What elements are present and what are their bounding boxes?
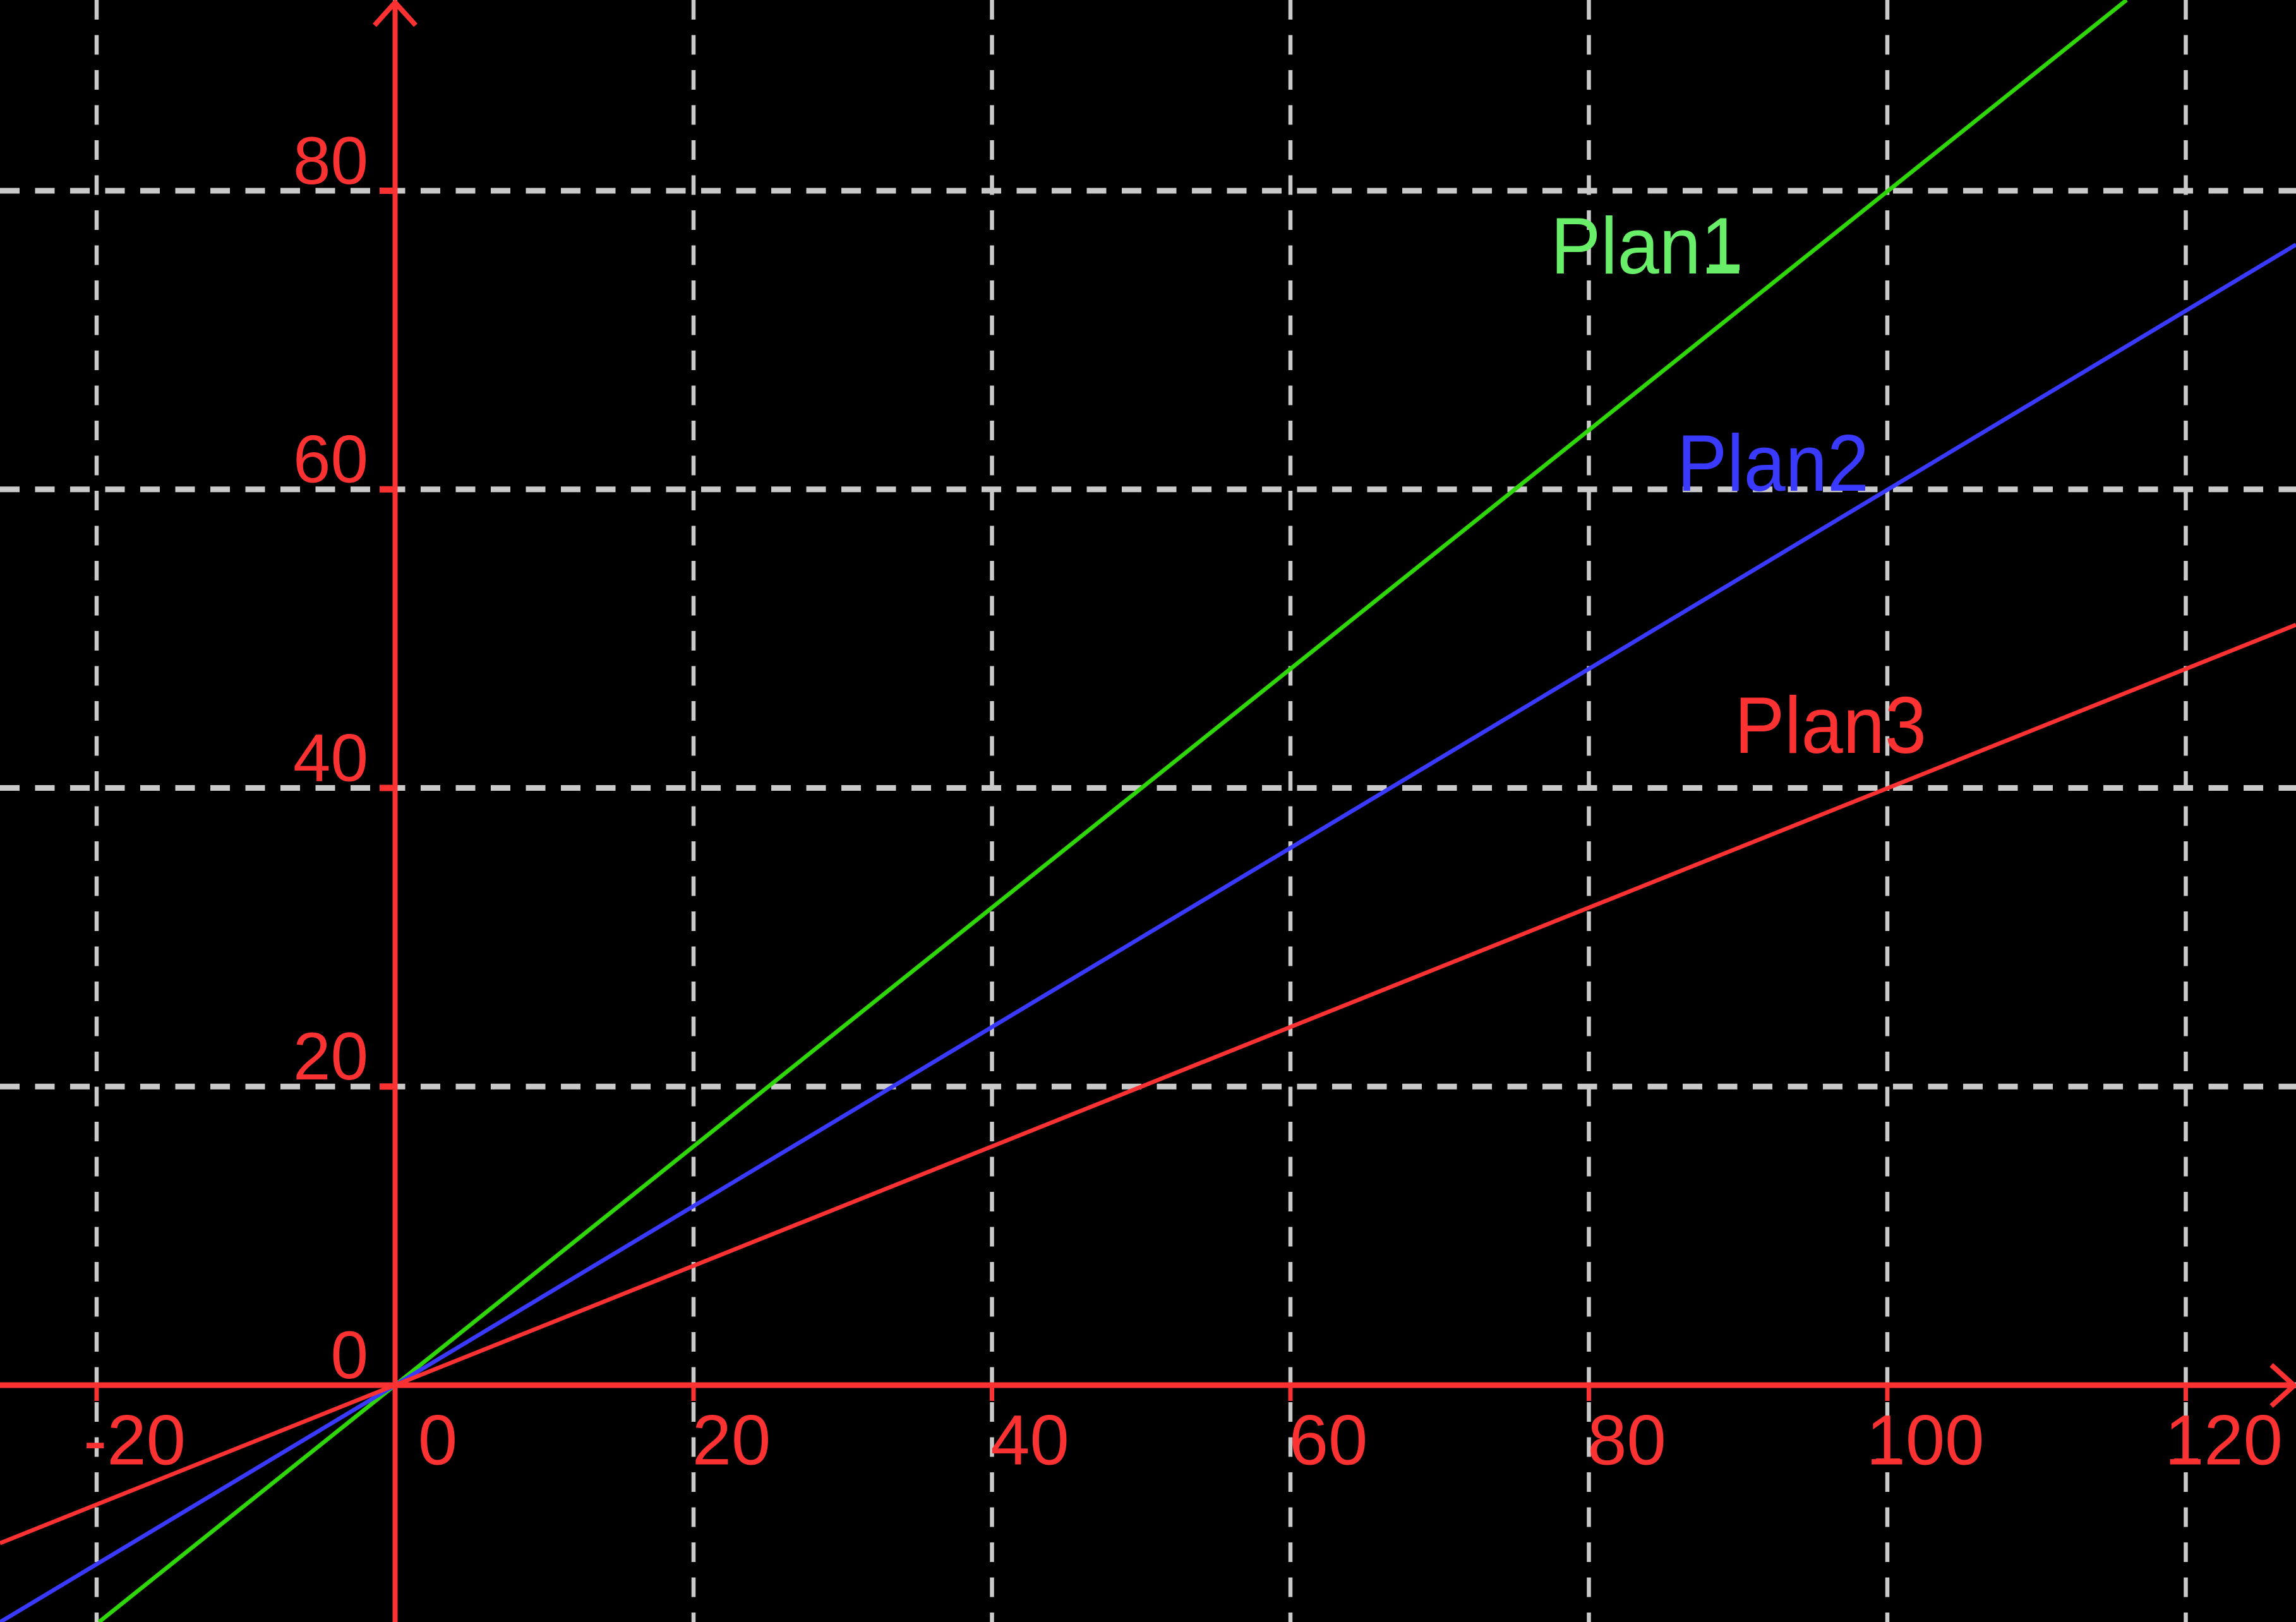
svg-text:80: 80	[293, 123, 368, 198]
svg-text:80: 80	[1587, 1401, 1666, 1480]
svg-text:40: 40	[990, 1401, 1069, 1480]
svg-text:Plan2: Plan2	[1677, 418, 1869, 508]
svg-text:60: 60	[1289, 1401, 1368, 1480]
svg-text:20: 20	[293, 1018, 368, 1094]
svg-text:120: 120	[2165, 1401, 2283, 1480]
svg-text:-20: -20	[83, 1401, 186, 1480]
svg-text:60: 60	[293, 421, 368, 497]
svg-text:0: 0	[418, 1401, 457, 1480]
svg-text:0: 0	[330, 1317, 368, 1393]
svg-text:Plan3: Plan3	[1734, 680, 1926, 770]
svg-text:100: 100	[1866, 1401, 1985, 1480]
svg-text:40: 40	[293, 720, 368, 796]
svg-text:20: 20	[692, 1401, 771, 1480]
svg-text:Plan1: Plan1	[1551, 201, 1743, 291]
